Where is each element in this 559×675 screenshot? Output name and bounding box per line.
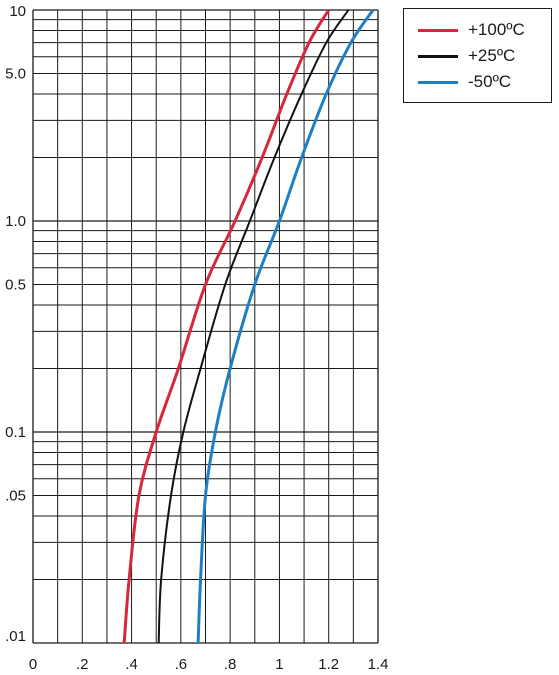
x-tick-label: 1.2 — [318, 656, 339, 673]
legend-swatch-minus50c — [418, 80, 458, 84]
legend-item-100c: +100ºC — [418, 20, 525, 40]
y-tick-label: 10 — [9, 3, 26, 20]
tick-labels: 0 .2 .4 .6 .8 1 1.2 1.4 10 5.0 1.0 0.5 0.1 .05 .01 — [5, 3, 388, 673]
legend-swatch-25c — [418, 54, 458, 58]
x-tick-label: .6 — [175, 656, 188, 673]
legend-label-100c: +100ºC — [468, 20, 525, 39]
y-tick-label: 0.1 — [5, 424, 26, 441]
legend-swatch-100c — [418, 28, 458, 32]
y-tick-label: .05 — [5, 488, 26, 505]
y-tick-label: .01 — [5, 628, 26, 645]
x-tick-label: 1 — [275, 656, 283, 673]
legend: +100ºC +25ºC -50ºC — [403, 8, 552, 103]
y-tick-label: 1.0 — [5, 213, 26, 230]
x-tick-label: .8 — [224, 656, 237, 673]
legend-label-minus50c: -50ºC — [468, 72, 512, 91]
legend-item-25c: +25ºC — [418, 46, 515, 66]
x-tick-label: .2 — [76, 656, 89, 673]
legend-item-minus50c: -50ºC — [418, 72, 511, 92]
y-tick-label: 0.5 — [5, 277, 26, 294]
series-lines — [122, 9, 375, 644]
series-line-100c — [122, 9, 330, 644]
x-tick-label: .4 — [125, 656, 138, 673]
x-tick-label: 1.4 — [368, 656, 389, 673]
x-tick-label: 0 — [29, 656, 37, 673]
series-line-minus50c — [196, 9, 375, 644]
y-tick-label: 5.0 — [5, 66, 26, 83]
grid — [32, 9, 379, 644]
legend-label-25c: +25ºC — [468, 46, 516, 65]
series-line-25c — [157, 9, 350, 644]
